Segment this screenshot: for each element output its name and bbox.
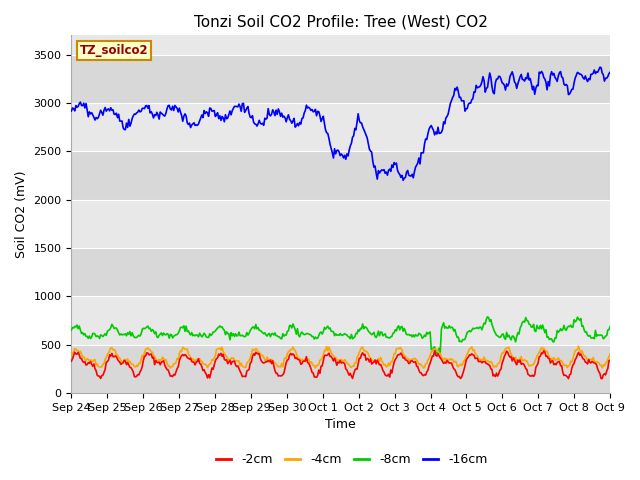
Bar [72, 103, 610, 151]
Bar [72, 200, 610, 248]
Title: Tonzi Soil CO2 Profile: Tree (West) CO2: Tonzi Soil CO2 Profile: Tree (West) CO2 [194, 15, 488, 30]
Bar [72, 151, 610, 200]
X-axis label: Time: Time [325, 419, 356, 432]
Bar [72, 297, 610, 345]
Y-axis label: Soil CO2 (mV): Soil CO2 (mV) [15, 170, 28, 258]
Bar [72, 345, 610, 393]
Legend: -2cm, -4cm, -8cm, -16cm: -2cm, -4cm, -8cm, -16cm [211, 448, 493, 471]
Bar [72, 55, 610, 103]
Bar [72, 248, 610, 297]
Text: TZ_soilco2: TZ_soilco2 [79, 44, 148, 57]
